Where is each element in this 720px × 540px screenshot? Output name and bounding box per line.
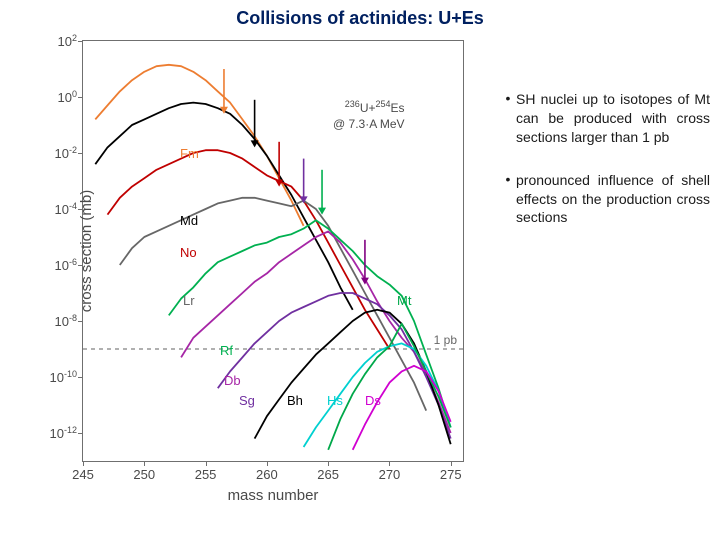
x-tick-mark	[267, 461, 268, 466]
chart-lines-svg	[83, 41, 463, 461]
bullet-text: pronounced influence of shell effects on…	[516, 171, 710, 228]
x-tick-mark	[83, 461, 84, 466]
x-tick-mark	[389, 461, 390, 466]
bullet-marker: •	[500, 90, 516, 147]
bullet-list: • SH nuclei up to isotopes of Mt can be …	[500, 90, 710, 251]
y-tick-mark	[78, 377, 83, 378]
reaction-label: 236U+254Es@ 7.3·A MeV	[333, 99, 405, 132]
x-tick-mark	[206, 461, 207, 466]
y-tick-mark	[78, 41, 83, 42]
x-tick-mark	[451, 461, 452, 466]
pb-threshold-label: 1 pb	[434, 333, 457, 347]
y-tick-mark	[78, 97, 83, 98]
series-no	[108, 150, 390, 349]
y-tick-mark	[78, 265, 83, 266]
series-md	[95, 103, 352, 310]
series-ds	[353, 366, 451, 450]
chart-container: cross section (mb) mass number 236U+254E…	[12, 36, 482, 526]
series-db	[181, 231, 451, 433]
page-title: Collisions of actinides: U+Es	[0, 8, 720, 29]
series-lr	[120, 198, 426, 411]
y-tick-mark	[78, 321, 83, 322]
x-axis-label: mass number	[83, 487, 463, 504]
x-tick-mark	[144, 461, 145, 466]
bullet-text: SH nuclei up to isotopes of Mt can be pr…	[516, 90, 710, 147]
plot-area: cross section (mb) mass number 236U+254E…	[82, 40, 464, 462]
y-tick-mark	[78, 153, 83, 154]
bullet-item: • SH nuclei up to isotopes of Mt can be …	[500, 90, 710, 147]
y-tick-mark	[78, 209, 83, 210]
bullet-item: • pronounced influence of shell effects …	[500, 171, 710, 228]
x-tick-mark	[328, 461, 329, 466]
y-tick-mark	[78, 433, 83, 434]
series-rf	[169, 220, 451, 427]
bullet-marker: •	[500, 171, 516, 228]
